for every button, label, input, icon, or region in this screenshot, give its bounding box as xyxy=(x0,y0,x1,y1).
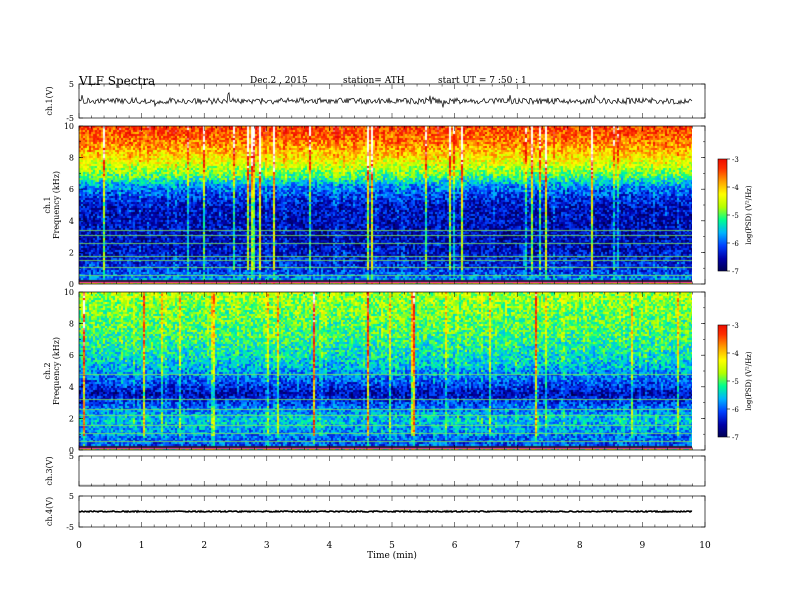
wave-ch1-ytick-label: 5 xyxy=(69,80,74,89)
spec-ch1-colorbar-tick-label: -4 xyxy=(732,184,739,192)
wave-ch4-ylabel: ch.4(V) xyxy=(45,497,54,526)
spec-ch1-ytick-label: 10 xyxy=(64,122,74,131)
spec-ch2-colorbar-tick-label: -7 xyxy=(732,434,739,442)
spec-ch1-colorbar-tick-label: -3 xyxy=(732,156,739,164)
wave-ch1-trace xyxy=(78,91,693,108)
spec-ch1-colorbar-tick-label: -7 xyxy=(732,268,739,276)
spec-ch2-colorbar-tick-label: -4 xyxy=(732,350,739,358)
spec-ch1-colorbar xyxy=(718,159,727,271)
spec-ch1-ytick-label: 4 xyxy=(69,217,74,226)
x-tick-label: 1 xyxy=(139,541,145,551)
spec-ch1-image xyxy=(79,126,692,284)
spec-ch2-ylabel: Frequency (kHz) xyxy=(52,337,61,405)
spec-ch2-image xyxy=(79,292,692,450)
wave-ch1-ylabel: ch.1(V) xyxy=(45,86,54,115)
spec-ch1-ytick-label: 2 xyxy=(69,248,74,257)
date-label: Dec.2 , 2015 xyxy=(250,76,308,86)
spec-ch1-ytick-label: 0 xyxy=(69,280,74,289)
wave-ch4-ytick-label: 5 xyxy=(69,492,74,501)
spec-ch2-colorbar-label: log(PSD) (V²/Hz) xyxy=(745,351,753,410)
spec-ch2-colorbar-tick-label: -5 xyxy=(732,378,739,386)
spec-ch2-ytick-label: 6 xyxy=(69,351,74,360)
spec-ch1-colorbar-label: log(PSD) (V²/Hz) xyxy=(745,185,753,244)
start-time-label: start UT = 7 :50 : 1 xyxy=(438,76,527,86)
spec-ch1-ylabel-channel: ch.1 xyxy=(43,196,52,213)
spec-ch2-colorbar-tick-label: -6 xyxy=(732,406,739,414)
x-tick-label: 0 xyxy=(76,541,82,551)
spec-ch2-ytick-label: 0 xyxy=(69,446,74,455)
x-tick-label: 10 xyxy=(699,541,711,551)
wave-ch1-panel: 5 -5 ch.1(V) xyxy=(45,80,706,123)
wave-ch1-frame xyxy=(78,83,706,119)
spec-ch2-ylabel-channel: ch.2 xyxy=(43,362,52,379)
x-tick-label: 4 xyxy=(327,541,333,551)
wave-ch3-ytick-label: 5 xyxy=(69,452,74,461)
chart-title: VLF Spectra xyxy=(79,74,156,88)
x-tick-label: 3 xyxy=(264,541,270,551)
spec-ch1-ytick-label: 6 xyxy=(69,185,74,194)
x-tick-label: 2 xyxy=(201,541,207,551)
wave-ch4-panel: 5 -5 ch.4(V) xyxy=(45,492,706,532)
spec-ch2-ytick-label: 2 xyxy=(69,414,74,423)
spec-ch2-ytick-label: 8 xyxy=(69,320,74,329)
spec-ch2-ytick-label: 10 xyxy=(64,288,74,297)
wave-ch1-ytick-label: -5 xyxy=(66,114,74,123)
spec-ch2-panel: -3 -4 -5 -6 -7 log(PSD) (V²/Hz) 0 2 4 6 8 10 ch.2 Fre… xyxy=(43,288,753,455)
station-label: station= ATH xyxy=(343,76,405,86)
x-axis-label: Time (min) xyxy=(367,550,417,561)
spec-ch1-panel: -3 -4 -5 -6 -7 log(PSD) (V²/Hz) 0 2 4 6 8 10 ch.1 Fre… xyxy=(43,122,753,289)
spec-ch2-colorbar-tick-label: -3 xyxy=(732,322,739,330)
x-tick-label: 8 xyxy=(577,541,583,551)
spec-ch1-ylabel: Frequency (kHz) xyxy=(52,171,61,239)
spec-ch2-colorbar xyxy=(718,325,727,437)
spec-ch2-ytick-label: 4 xyxy=(69,383,74,392)
wave-ch3-panel: 5 ch.3(V) xyxy=(45,452,706,487)
wave-ch4-ytick-label: -5 xyxy=(66,523,74,532)
x-tick-label: 7 xyxy=(514,541,520,551)
wave-ch3-ylabel: ch.3(V) xyxy=(45,456,54,485)
spec-ch1-colorbar-tick-label: -6 xyxy=(732,240,739,248)
spec-ch1-ytick-label: 8 xyxy=(69,154,74,163)
x-tick-label: 6 xyxy=(452,541,458,551)
x-tick-label: 9 xyxy=(640,541,646,551)
wave-ch4-trace xyxy=(78,509,693,514)
x-tick-label: 5 xyxy=(389,541,395,551)
spec-ch1-colorbar-tick-label: -5 xyxy=(732,212,739,220)
